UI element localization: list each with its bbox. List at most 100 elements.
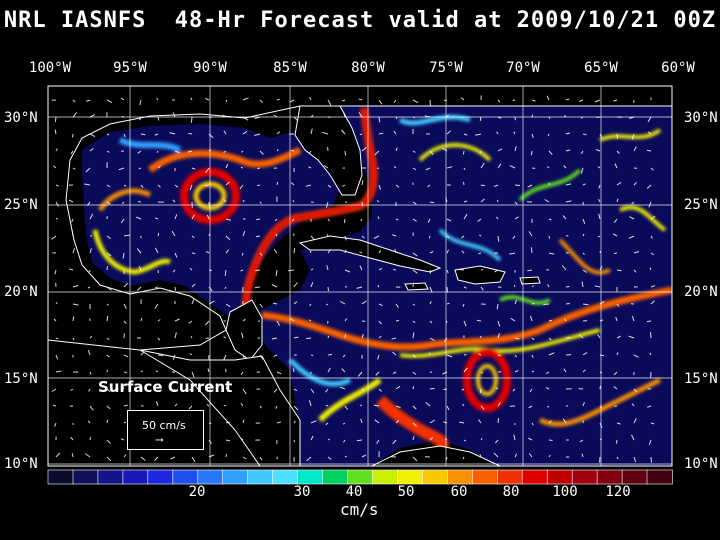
current-vector	[378, 388, 383, 392]
current-vector	[361, 388, 365, 392]
current-vector	[614, 163, 618, 169]
current-vector	[531, 99, 536, 102]
current-vector	[138, 167, 142, 170]
current-vector	[241, 150, 244, 153]
current-vector	[631, 403, 635, 407]
current-vector	[225, 99, 228, 103]
current-vector	[54, 129, 57, 135]
current-vector	[239, 184, 244, 190]
current-vector	[412, 456, 418, 462]
current-vector	[254, 133, 261, 136]
colorbar-swatch	[172, 469, 199, 485]
current-vector	[272, 302, 278, 305]
current-vector	[631, 434, 635, 441]
current-vector	[306, 337, 312, 340]
current-vector	[106, 354, 110, 358]
current-vector	[309, 303, 312, 307]
current-vector	[446, 114, 449, 118]
map-title: NRL IASNFS 48-Hr Forecast valid at 2009/…	[3, 8, 717, 33]
current-vector	[446, 235, 450, 239]
current-vector	[223, 150, 227, 154]
colorbar-swatch	[422, 469, 449, 485]
current-vector	[480, 286, 484, 291]
current-vector	[378, 267, 383, 271]
current-vector	[446, 354, 453, 358]
current-vector	[242, 130, 248, 135]
current-vector	[341, 129, 346, 135]
current-vector	[545, 387, 550, 390]
current-vector	[412, 436, 415, 441]
current-vector	[293, 388, 298, 392]
current-vector	[412, 303, 416, 306]
current-vector	[242, 456, 247, 460]
current-vector	[293, 420, 296, 424]
current-vector	[391, 337, 397, 340]
current-vector	[631, 201, 635, 205]
current-vector	[242, 199, 245, 203]
current-vector	[425, 167, 431, 171]
current-vector	[140, 133, 146, 136]
jamaica	[404, 282, 429, 291]
current-vector	[89, 114, 96, 118]
current-vector	[343, 439, 346, 443]
current-vector	[428, 235, 431, 239]
current-vector	[378, 250, 382, 254]
current-vector	[479, 234, 482, 237]
current-vector	[497, 320, 501, 327]
current-vector	[628, 335, 635, 339]
colorbar-unit: cm/s	[340, 500, 379, 519]
current-vector	[599, 319, 604, 322]
current-vector	[580, 167, 584, 174]
current-vector	[140, 351, 144, 356]
current-vector	[615, 316, 618, 322]
current-vector	[578, 334, 584, 339]
current-vector	[531, 133, 534, 139]
current-vector	[531, 354, 534, 359]
current-vector	[514, 299, 518, 305]
map-frame	[47, 85, 673, 467]
current-vector	[412, 167, 416, 171]
current-vector	[646, 320, 652, 323]
colorbar-swatch	[397, 469, 424, 485]
current-vector	[597, 166, 601, 169]
current-vector	[70, 150, 74, 155]
current-vector	[344, 150, 347, 156]
current-vector	[395, 405, 401, 409]
current-vector	[429, 301, 432, 305]
current-vector	[72, 303, 79, 306]
current-vector	[273, 248, 278, 254]
current-vector	[188, 405, 193, 410]
current-vector	[548, 352, 555, 356]
current-vector	[563, 318, 567, 322]
current-vector	[223, 336, 227, 339]
current-vector	[412, 405, 417, 410]
current-vector	[378, 335, 382, 339]
current-vector	[374, 150, 380, 156]
current-vector	[241, 332, 244, 339]
current-vector	[446, 302, 450, 305]
current-vector	[322, 131, 329, 135]
current-vector	[106, 315, 109, 322]
central-america	[139, 349, 301, 466]
current-vector	[172, 354, 176, 360]
current-vector	[395, 420, 399, 424]
south-america	[371, 445, 501, 466]
current-vector	[497, 402, 501, 407]
current-vector	[157, 386, 160, 390]
current-vector	[174, 318, 180, 322]
current-vector	[51, 235, 57, 240]
current-vector	[462, 403, 465, 407]
current-vector	[395, 184, 400, 188]
current-vector	[461, 235, 465, 239]
current-vector	[188, 320, 193, 324]
puerto-rico	[519, 276, 541, 285]
current-vector	[478, 353, 482, 356]
current-vector	[544, 199, 550, 203]
current-vector	[395, 147, 398, 152]
current-vector	[463, 286, 467, 289]
current-vector	[191, 299, 195, 305]
current-vector	[463, 213, 468, 220]
current-vector	[546, 95, 550, 101]
current-vector	[89, 248, 92, 254]
current-vector	[412, 218, 417, 222]
